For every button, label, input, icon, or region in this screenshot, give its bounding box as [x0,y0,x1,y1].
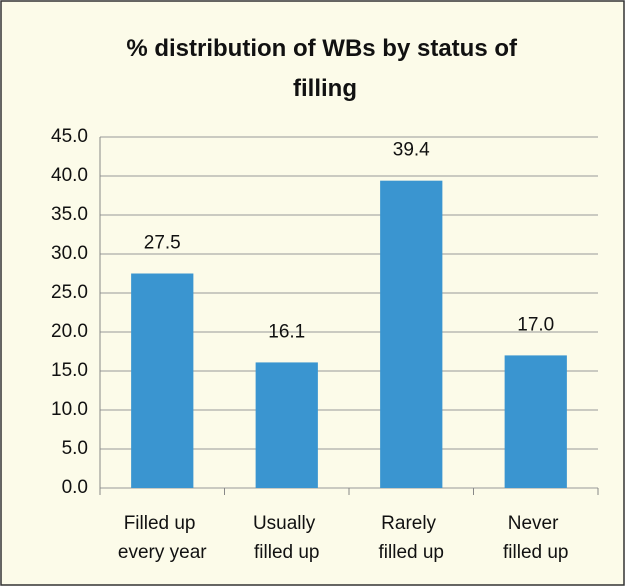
y-tick-label: 15.0 [51,360,88,381]
bar [131,273,194,488]
y-tick-label: 35.0 [51,204,88,225]
x-tick-label: Never filled up [503,513,569,563]
y-tick-label: 45.0 [51,126,88,147]
bar [504,355,567,488]
y-tick-label: 25.0 [51,282,88,303]
x-tick-label: Usually filled up [253,513,321,563]
y-tick-label: 30.0 [51,243,88,264]
y-tick-label: 0.0 [62,477,88,498]
bar [255,362,318,488]
x-tick-label: Rarely filled up [379,513,445,563]
y-tick-label: 40.0 [51,165,88,186]
chart-title: % distribution of WBs by status of filli… [126,35,523,102]
data-label: 16.1 [268,321,305,342]
bar [380,180,443,488]
data-label: 27.5 [144,233,181,254]
x-tick-label: Filled up every year [118,513,207,563]
data-label: 17.0 [517,314,554,335]
y-tick-label: 10.0 [51,399,88,420]
data-label: 39.4 [393,140,430,161]
y-tick-label: 5.0 [62,438,88,459]
y-tick-label: 20.0 [51,321,88,342]
